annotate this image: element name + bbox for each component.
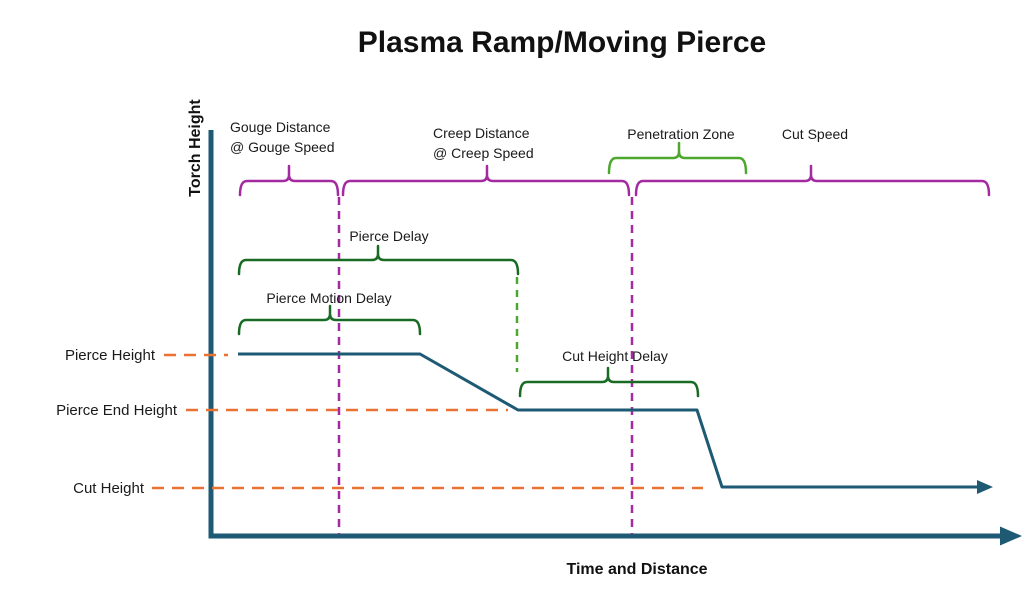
penetration-zone-brace (607, 141, 748, 175)
cut-height-delay-label: Cut Height Delay (562, 348, 668, 364)
gouge-distance-label: Gouge Distance @ Gouge Speed (230, 117, 335, 157)
y-axis-label: Torch Height (187, 99, 204, 197)
x-axis-label: Time and Distance (566, 561, 708, 578)
creep-distance-brace (341, 164, 631, 197)
creep-distance-label: Creep Distance @ Creep Speed (433, 123, 534, 163)
cut-height-delay-brace (518, 366, 700, 398)
page-title: Plasma Ramp/Moving Pierce (357, 26, 767, 59)
pierce-motion-delay-brace (237, 304, 422, 336)
gouge-distance-brace (238, 164, 340, 197)
pierce-delay-label: Pierce Delay (349, 228, 429, 244)
torch-profile-arrow-icon (977, 480, 993, 494)
penetration-zone-label: Penetration Zone (627, 126, 735, 142)
creep-distance-label-line2: @ Creep Speed (433, 145, 534, 161)
cut-speed-label: Cut Speed (781, 126, 849, 142)
pierce-motion-delay-label: Pierce Motion Delay (266, 290, 392, 306)
x-axis-arrow-icon (1000, 526, 1022, 546)
gouge-distance-label-line2: @ Gouge Speed (230, 139, 335, 155)
gouge-distance-label-line1: Gouge Distance (230, 119, 331, 135)
pierce-end-height-label: Pierce End Height (56, 402, 177, 419)
pierce-delay-brace (237, 244, 520, 276)
pierce-height-label: Pierce Height (64, 347, 155, 364)
creep-distance-label-line1: Creep Distance (433, 125, 530, 141)
cut-height-label: Cut Height (73, 480, 144, 497)
torch-height-profile-line (238, 352, 982, 489)
cut-speed-brace (634, 164, 991, 197)
